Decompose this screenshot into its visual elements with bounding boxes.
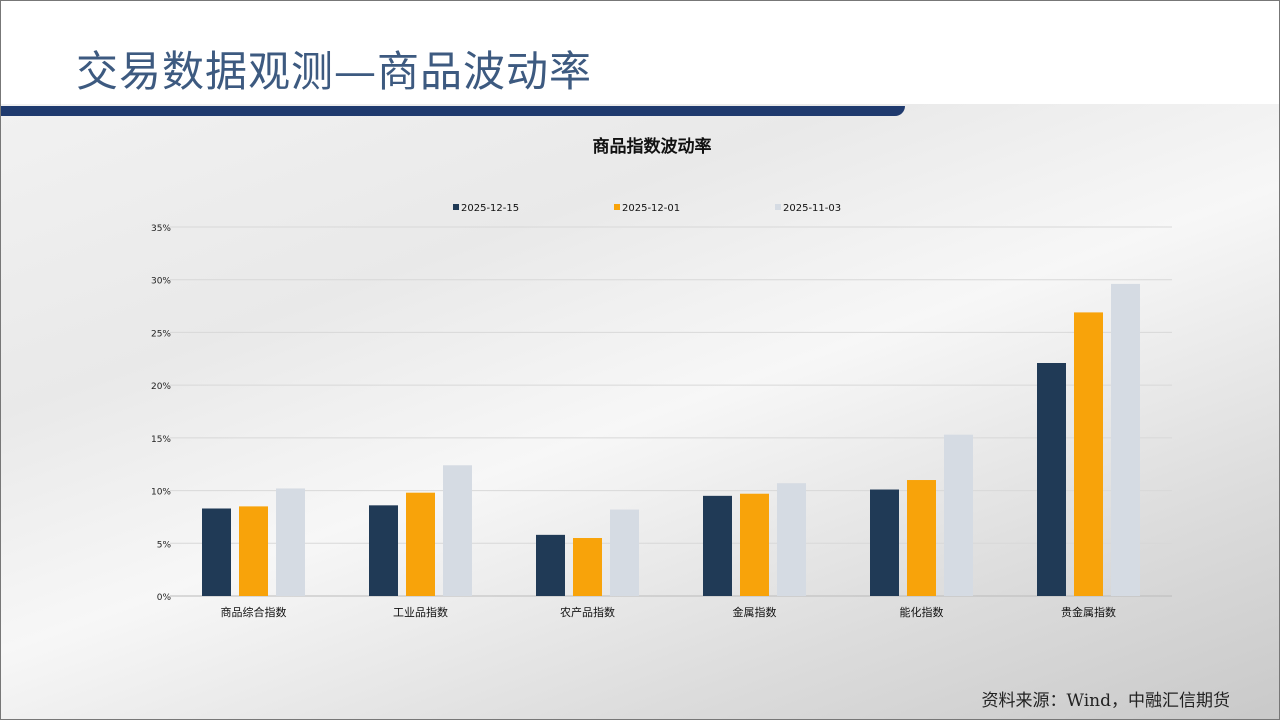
header-divider — [0, 106, 905, 116]
chart-title: 商品指数波动率 — [593, 136, 712, 157]
legend-swatch — [775, 204, 781, 210]
y-tick-label: 20% — [151, 382, 171, 392]
bar-2025-12-15 — [870, 489, 899, 596]
legend-swatch — [614, 204, 620, 210]
y-tick-label: 10% — [151, 488, 171, 498]
bar-2025-11-03 — [610, 509, 639, 596]
legend-label: 2025-11-03 — [783, 203, 841, 214]
legend-swatch — [453, 204, 459, 210]
bar-2025-12-01 — [1074, 312, 1103, 596]
bar-2025-12-01 — [907, 480, 936, 596]
bar-2025-12-01 — [406, 492, 435, 596]
y-tick-label: 15% — [151, 435, 171, 445]
bar-2025-12-15 — [703, 495, 732, 596]
y-tick-label: 0% — [157, 593, 172, 603]
x-tick-label: 能化指数 — [900, 605, 944, 619]
bar-2025-11-03 — [777, 483, 806, 596]
bar-2025-12-01 — [239, 506, 268, 596]
y-tick-label: 25% — [151, 329, 171, 339]
x-tick-label: 商品综合指数 — [221, 605, 287, 619]
bar-2025-12-15 — [369, 505, 398, 596]
bar-2025-11-03 — [944, 434, 973, 596]
bar-2025-12-15 — [536, 534, 565, 596]
y-tick-label: 30% — [151, 277, 171, 287]
y-tick-label: 35% — [151, 224, 171, 234]
x-tick-label: 工业品指数 — [393, 605, 448, 619]
y-tick-label: 5% — [157, 540, 172, 550]
x-tick-label: 金属指数 — [733, 605, 777, 619]
page-title: 交易数据观测—商品波动率 — [76, 47, 593, 96]
bar-2025-11-03 — [443, 465, 472, 596]
legend-label: 2025-12-01 — [622, 203, 680, 214]
x-tick-label: 贵金属指数 — [1061, 605, 1116, 619]
x-tick-label: 农产品指数 — [560, 605, 615, 619]
bar-2025-11-03 — [276, 488, 305, 596]
source-note: 资料来源：Wind，中融汇信期货 — [981, 691, 1230, 711]
legend-label: 2025-12-15 — [461, 203, 519, 214]
header-band — [0, 0, 1280, 104]
bar-2025-12-01 — [740, 493, 769, 596]
bar-2025-12-01 — [573, 538, 602, 596]
bar-2025-12-15 — [1037, 363, 1066, 596]
bar-2025-11-03 — [1111, 283, 1140, 596]
bar-2025-12-15 — [202, 508, 231, 596]
